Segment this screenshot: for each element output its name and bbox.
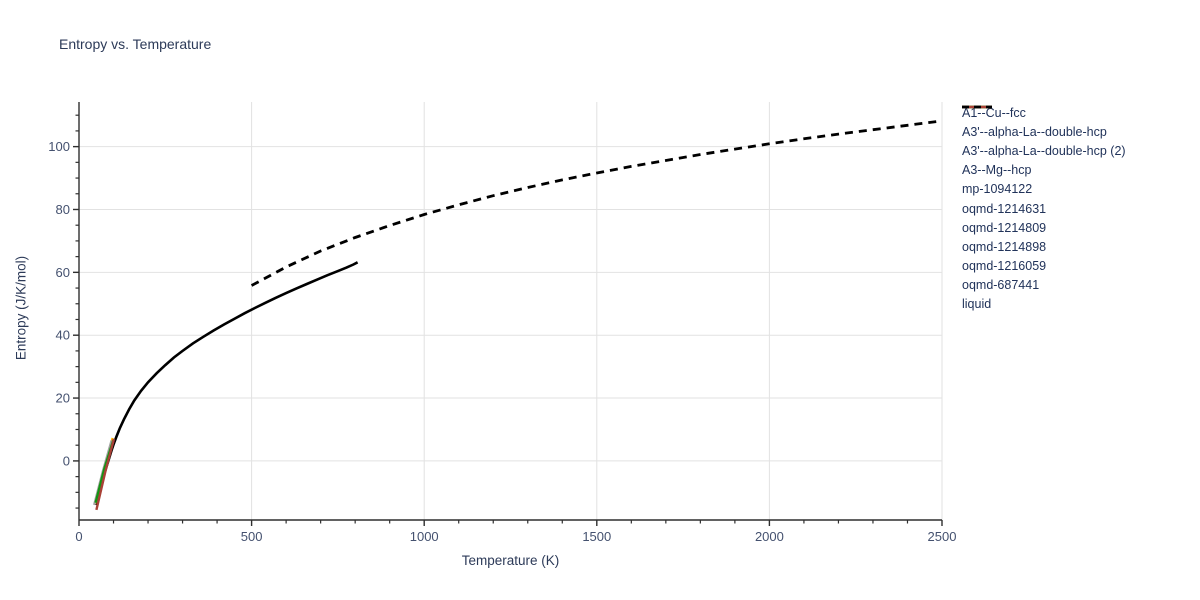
x-tick-label: 1000 — [410, 529, 439, 544]
x-tick-label: 2000 — [755, 529, 784, 544]
y-tick-label: 100 — [48, 139, 70, 154]
legend-item: oqmd-1214631 — [962, 105, 1126, 218]
legend-label: A3'--alpha-La--double-hcp (2) — [962, 143, 1126, 158]
series-a1-cu-fcc — [94, 261, 359, 506]
x-tick-label: 0 — [75, 529, 82, 544]
legend-label: mp-1094122 — [962, 182, 1033, 197]
legend-label: oqmd-1214631 — [962, 201, 1047, 216]
chart-title: Entropy vs. Temperature — [59, 36, 212, 52]
legend-item: oqmd-1214898 — [962, 105, 1126, 256]
y-tick-label: 0 — [63, 453, 70, 468]
legend-label: A3'--alpha-La--double-hcp — [962, 124, 1107, 139]
legend-label: A1--Cu--fcc — [962, 105, 1026, 120]
y-tick-label: 80 — [56, 202, 70, 217]
y-tick-label: 40 — [56, 328, 70, 343]
y-tick-label: 20 — [56, 391, 70, 406]
legend-label: oqmd-1214809 — [962, 220, 1047, 235]
legend-item: mp-1094122 — [962, 105, 1126, 199]
y-tick-label: 60 — [56, 265, 70, 280]
legend-item: A3'--alpha-La--double-hcp — [962, 105, 1126, 141]
y-axis-label: Entropy (J/K/mol) — [13, 255, 29, 361]
legend-item: oqmd-1214809 — [962, 105, 1126, 237]
chart-legend: A1--Cu--fcc A3'--alpha-La--double-hcp A3'-… — [962, 103, 1126, 314]
legend-swatch — [962, 105, 992, 109]
legend-label: oqmd-687441 — [962, 278, 1040, 293]
legend-label: oqmd-1214898 — [962, 239, 1047, 254]
x-tick-label: 500 — [241, 529, 263, 544]
series-oqmd-687441 — [95, 438, 116, 511]
x-tick-label: 1500 — [582, 529, 611, 544]
legend-item: A3'--alpha-La--double-hcp (2) — [962, 105, 1126, 160]
legend-item: liquid — [962, 105, 1126, 314]
legend-item: oqmd-1216059 — [962, 105, 1126, 276]
x-axis-label: Temperature (K) — [461, 553, 560, 568]
legend-label: liquid — [962, 297, 992, 312]
legend-item: A3--Mg--hcp — [962, 105, 1126, 180]
legend-item: oqmd-687441 — [962, 105, 1126, 295]
series-liquid — [250, 119, 943, 287]
x-tick-label: 2500 — [928, 529, 957, 544]
legend-label: A3--Mg--hcp — [962, 163, 1032, 178]
legend-label: oqmd-1216059 — [962, 259, 1047, 274]
